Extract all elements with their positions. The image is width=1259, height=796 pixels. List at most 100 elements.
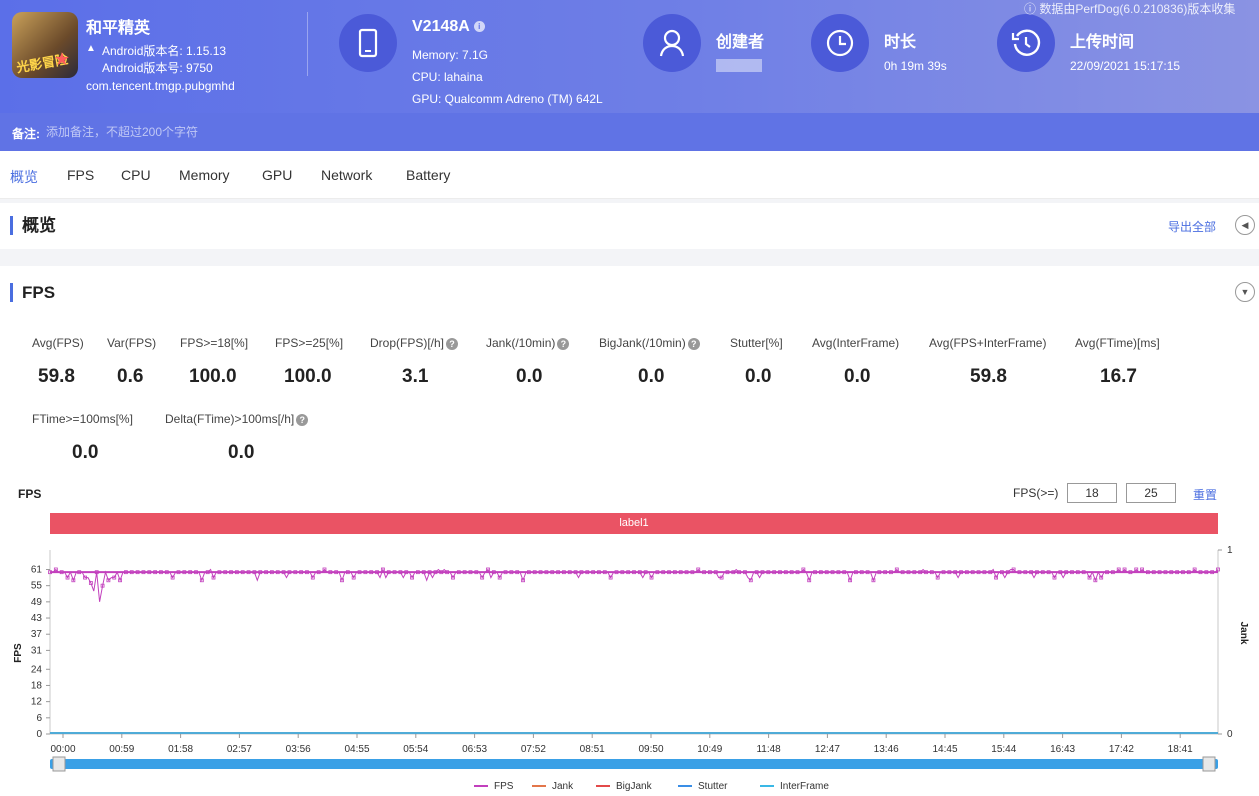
tab-memory[interactable]: Memory [179, 167, 230, 183]
tab-overview[interactable]: 概览 [10, 169, 38, 185]
y-tick-label: 6 [36, 713, 42, 724]
fps-point [199, 578, 204, 583]
y-tick-label: 24 [31, 664, 43, 675]
metric-value: 0.0 [72, 442, 99, 463]
tab-bar: 概览 FPS CPU Memory GPU Network Battery [0, 151, 1259, 199]
remark-label: 备注: [12, 127, 40, 141]
tab-gpu[interactable]: GPU [262, 167, 293, 183]
fps-point [497, 575, 502, 580]
collapse-down-icon[interactable]: ▼ [1235, 282, 1255, 302]
metric-label: Avg(FPS) [32, 336, 84, 350]
chart-title: FPS [18, 487, 42, 501]
fps-point [53, 567, 58, 572]
help-icon[interactable]: ? [296, 413, 309, 426]
x-tick-label: 14:45 [932, 744, 957, 755]
overview-title: 概览 [10, 216, 56, 235]
x-tick-label: 06:53 [462, 744, 487, 755]
y2-tick-label: 1 [1227, 545, 1233, 556]
metric-value: 0.0 [516, 366, 543, 387]
x-tick-label: 15:44 [991, 744, 1016, 755]
zoom-handle-left[interactable] [52, 756, 66, 772]
metric-label: FPS>=25[%] [275, 336, 344, 350]
fps-point [65, 575, 70, 580]
tab-fps[interactable]: FPS [67, 167, 95, 183]
metric-label: Var(FPS) [107, 336, 157, 350]
legend-label[interactable]: Jank [552, 781, 574, 792]
metric-label: BigJank(/10min) [599, 336, 686, 350]
fps-point [1011, 567, 1016, 572]
label-band[interactable]: label1 [50, 513, 1218, 534]
creator-redacted [716, 59, 762, 72]
fps-point [801, 567, 806, 572]
legend-label[interactable]: InterFrame [780, 781, 829, 792]
metric-label: Avg(FTime)[ms] [1075, 336, 1160, 350]
fps-point [106, 578, 111, 583]
x-tick-label: 00:59 [109, 744, 134, 755]
duration-label: 时长 [884, 34, 917, 51]
export-all-link[interactable]: 导出全部 [1168, 220, 1217, 234]
fps-point [1140, 567, 1144, 572]
help-icon[interactable]: ? [687, 337, 700, 350]
threshold-input-1[interactable] [1067, 483, 1117, 503]
fps-point [112, 575, 117, 580]
y-tick-label: 0 [36, 729, 42, 740]
fps-point [696, 567, 701, 572]
metric-value: 3.1 [402, 366, 429, 387]
remark-input[interactable] [46, 122, 546, 142]
legend-label[interactable]: FPS [494, 781, 514, 792]
x-tick-label: 03:56 [286, 744, 311, 755]
metric-value: 0.6 [117, 366, 144, 387]
fps-chart[interactable]: 0 6 12 18 24 31 37 43 49 55 61 0 1 FPS Jank 00:00 00:59 0… [0, 542, 1259, 796]
metric-label: Jank(/10min) [486, 336, 556, 350]
y-tick-label: 43 [31, 613, 43, 624]
user-icon [643, 14, 701, 72]
y-tick-label: 31 [31, 645, 43, 656]
y2-axis-title: Jank [1238, 622, 1249, 645]
metric-label: FPS>=18[%] [180, 336, 249, 350]
metric-value: 100.0 [189, 366, 237, 387]
x-tick-label: 05:54 [403, 744, 428, 755]
device-cpu: CPU: lahaina [412, 70, 483, 84]
app-icon-star: ★ [53, 49, 70, 69]
legend-label[interactable]: Stutter [698, 781, 728, 792]
metric-label: Drop(FPS)[/h] [370, 336, 445, 350]
fps-point [1093, 578, 1098, 583]
app-name: 和平精英 [86, 20, 151, 37]
metric-value: 0.0 [844, 366, 871, 387]
collapse-left-icon[interactable]: ◀ [1235, 215, 1255, 235]
upload-label: 上传时间 [1070, 34, 1135, 51]
tab-battery[interactable]: Battery [406, 167, 451, 183]
tab-network[interactable]: Network [321, 167, 373, 183]
threshold-input-2[interactable] [1126, 483, 1176, 503]
metric-label: FTime>=100ms[%] [32, 412, 133, 426]
fps-point [871, 578, 876, 583]
info-icon[interactable]: i [473, 21, 485, 33]
device-gpu: GPU: Qualcomm Adreno (TM) 642L [412, 92, 603, 106]
series-line-fps [50, 568, 1219, 602]
zoom-handle-right[interactable] [1202, 756, 1216, 772]
metric-value: 59.8 [38, 366, 75, 387]
fps-point [935, 575, 940, 580]
x-tick-label: 10:49 [697, 744, 722, 755]
history-icon [997, 14, 1055, 72]
fps-point [994, 575, 998, 580]
threshold-label: FPS(>=) [1013, 486, 1059, 500]
reset-link[interactable]: 重置 [1193, 488, 1218, 502]
overview-panel: 概览 导出全部 ◀ [0, 203, 1259, 249]
help-icon[interactable]: ? [557, 337, 570, 350]
y-tick-label: 37 [31, 629, 43, 640]
fps-point [322, 567, 327, 572]
help-icon[interactable]: ? [446, 337, 459, 350]
fps-point [351, 575, 356, 580]
tab-cpu[interactable]: CPU [121, 167, 151, 183]
zoom-slider-track[interactable] [50, 759, 1218, 769]
header-divider [307, 12, 308, 76]
x-tick-label: 12:47 [815, 744, 840, 755]
fps-point [807, 578, 812, 583]
fps-point [894, 567, 899, 572]
fps-point [83, 575, 87, 580]
android-icon: ▲ [86, 43, 96, 54]
legend-label[interactable]: BigJank [616, 781, 653, 792]
fps-point [100, 583, 105, 588]
source-note: 数据由PerfDog(6.0.210836)版本收集 [1039, 2, 1236, 16]
